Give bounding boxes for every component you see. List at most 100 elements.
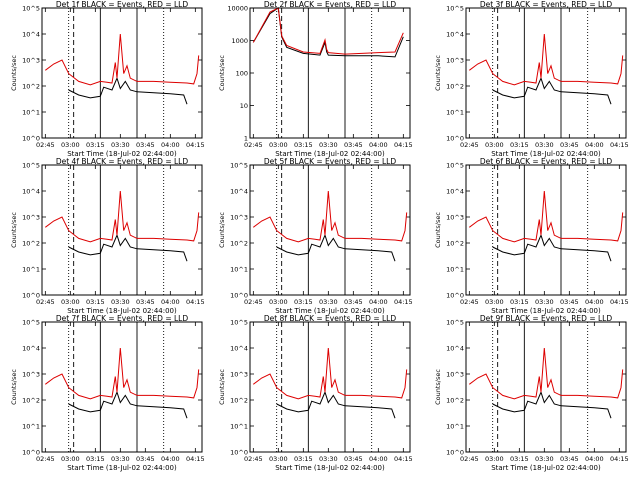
series-line-lld	[44, 347, 200, 400]
y-tick-label: 10^1	[446, 423, 464, 431]
panel-title: Det 3f BLACK = Events, RED = LLD	[480, 0, 613, 9]
y-tick-label: 10^2	[230, 397, 248, 405]
series-line-lld	[253, 347, 408, 400]
panel-title: Det 5f BLACK = Events, RED = LLD	[264, 157, 397, 166]
x-tick-label: 03:30	[319, 141, 338, 149]
y-axis-label: Counts/sec	[218, 212, 226, 248]
x-tick-label: 02:45	[460, 455, 479, 463]
x-tick-label: 03:15	[86, 298, 105, 306]
y-tick-label: 10^1	[22, 266, 40, 274]
y-tick-label: 10^1	[22, 423, 40, 431]
panel-title: Det 9f BLACK = Events, RED = LLD	[480, 314, 613, 323]
x-tick-label: 04:00	[585, 298, 604, 306]
x-tick-label: 02:45	[460, 298, 479, 306]
detector-panel: Det 4f BLACK = Events, RED = LLD 10^0 10^1…	[10, 157, 205, 315]
x-tick-label: 03:45	[344, 141, 363, 149]
y-tick-label: 10^1	[446, 266, 464, 274]
x-tick-label: 03:30	[535, 298, 554, 306]
y-tick-label: 10^3	[22, 371, 40, 379]
x-tick-label: 02:45	[36, 298, 55, 306]
x-axis-label: Start Time (18-Jul-02 02:44:00)	[67, 307, 177, 315]
panel-title: Det 8f BLACK = Events, RED = LLD	[264, 314, 397, 323]
series-line-lld	[253, 190, 408, 243]
y-tick-label: 10^0	[230, 292, 248, 300]
y-tick-label: 10^1	[446, 109, 464, 117]
series-line-lld	[44, 190, 200, 243]
x-tick-label: 03:45	[136, 298, 155, 306]
x-tick-label: 04:15	[394, 455, 413, 463]
y-tick-label: 10^2	[22, 240, 40, 248]
y-tick-label: 10^3	[230, 371, 248, 379]
y-axis-label: Counts/sec	[10, 55, 18, 91]
panel-title: Det 4f BLACK = Events, RED = LLD	[56, 157, 189, 166]
series-line-lld	[468, 33, 624, 86]
y-tick-label: 10^1	[22, 109, 40, 117]
detector-panel: Det 8f BLACK = Events, RED = LLD 10^0 10^1…	[218, 314, 413, 472]
x-tick-label: 03:30	[319, 298, 338, 306]
x-tick-label: 03:30	[319, 455, 338, 463]
x-axis-label: Start Time (18-Jul-02 02:44:00)	[275, 150, 385, 158]
series-line-events	[492, 390, 612, 419]
x-axis-label: Start Time (18-Jul-02 02:44:00)	[491, 307, 601, 315]
series-line-events	[68, 390, 188, 419]
y-tick-label: 10^3	[446, 371, 464, 379]
y-axis-label: Counts/sec	[218, 369, 226, 405]
x-tick-label: 03:00	[485, 455, 504, 463]
plot-frame	[249, 321, 411, 453]
x-tick-label: 03:15	[510, 298, 529, 306]
x-tick-label: 03:00	[269, 298, 288, 306]
x-tick-label: 03:30	[111, 298, 130, 306]
y-tick-label: 100	[236, 70, 248, 78]
x-tick-label: 04:15	[610, 298, 629, 306]
series-line-events	[276, 233, 396, 262]
plot-frame	[41, 164, 203, 296]
x-axis-label: Start Time (18-Jul-02 02:44:00)	[491, 464, 601, 472]
x-tick-label: 03:15	[294, 455, 313, 463]
x-tick-label: 03:00	[61, 298, 80, 306]
x-tick-label: 04:15	[186, 141, 205, 149]
detector-panel: Det 5f BLACK = Events, RED = LLD 10^0 10^1…	[218, 157, 413, 315]
y-tick-label: 10^5	[22, 319, 40, 327]
detector-panel: Det 2f BLACK = Events, RED = LLD 1 10 100 10…	[218, 0, 413, 158]
y-tick-label: 10^2	[22, 397, 40, 405]
y-tick-label: 10^5	[22, 162, 40, 170]
x-tick-label: 03:00	[269, 455, 288, 463]
y-tick-label: 10^0	[446, 292, 464, 300]
plot-frame	[249, 164, 411, 296]
plot-frame	[465, 7, 627, 139]
y-tick-label: 10^0	[22, 292, 40, 300]
x-tick-label: 02:45	[460, 141, 479, 149]
y-tick-label: 1000	[231, 37, 248, 45]
y-tick-label: 1	[244, 135, 248, 143]
x-tick-label: 04:15	[394, 298, 413, 306]
plot-frame	[465, 321, 627, 453]
x-tick-label: 03:45	[344, 298, 363, 306]
y-tick-label: 10^3	[446, 214, 464, 222]
x-tick-label: 03:45	[344, 455, 363, 463]
y-tick-label: 10^2	[22, 83, 40, 91]
x-tick-label: 03:30	[535, 141, 554, 149]
y-axis-label: Counts/sec	[218, 55, 226, 91]
y-tick-label: 10^5	[446, 5, 464, 13]
x-tick-label: 03:15	[294, 298, 313, 306]
series-line-events	[276, 390, 396, 419]
y-tick-label: 10^0	[22, 135, 40, 143]
y-tick-label: 10^4	[446, 188, 464, 196]
detector-panel: Det 7f BLACK = Events, RED = LLD 10^0 10^1…	[10, 314, 205, 472]
detector-panel: Det 3f BLACK = Events, RED = LLD 10^0 10^1…	[434, 0, 629, 158]
panel-title: Det 6f BLACK = Events, RED = LLD	[480, 157, 613, 166]
x-tick-label: 03:15	[510, 455, 529, 463]
y-tick-label: 10^4	[230, 345, 248, 353]
x-tick-label: 03:30	[111, 141, 130, 149]
series-line-lld	[468, 190, 624, 243]
y-tick-label: 10^5	[22, 5, 40, 13]
x-tick-label: 04:15	[610, 141, 629, 149]
x-tick-label: 04:00	[585, 455, 604, 463]
x-tick-label: 04:00	[369, 298, 388, 306]
y-axis-label: Counts/sec	[434, 212, 442, 248]
x-tick-label: 02:45	[36, 141, 55, 149]
detector-panel: Det 9f BLACK = Events, RED = LLD 10^0 10^1…	[434, 314, 629, 472]
x-tick-label: 03:45	[560, 141, 579, 149]
series-line-events	[492, 233, 612, 262]
